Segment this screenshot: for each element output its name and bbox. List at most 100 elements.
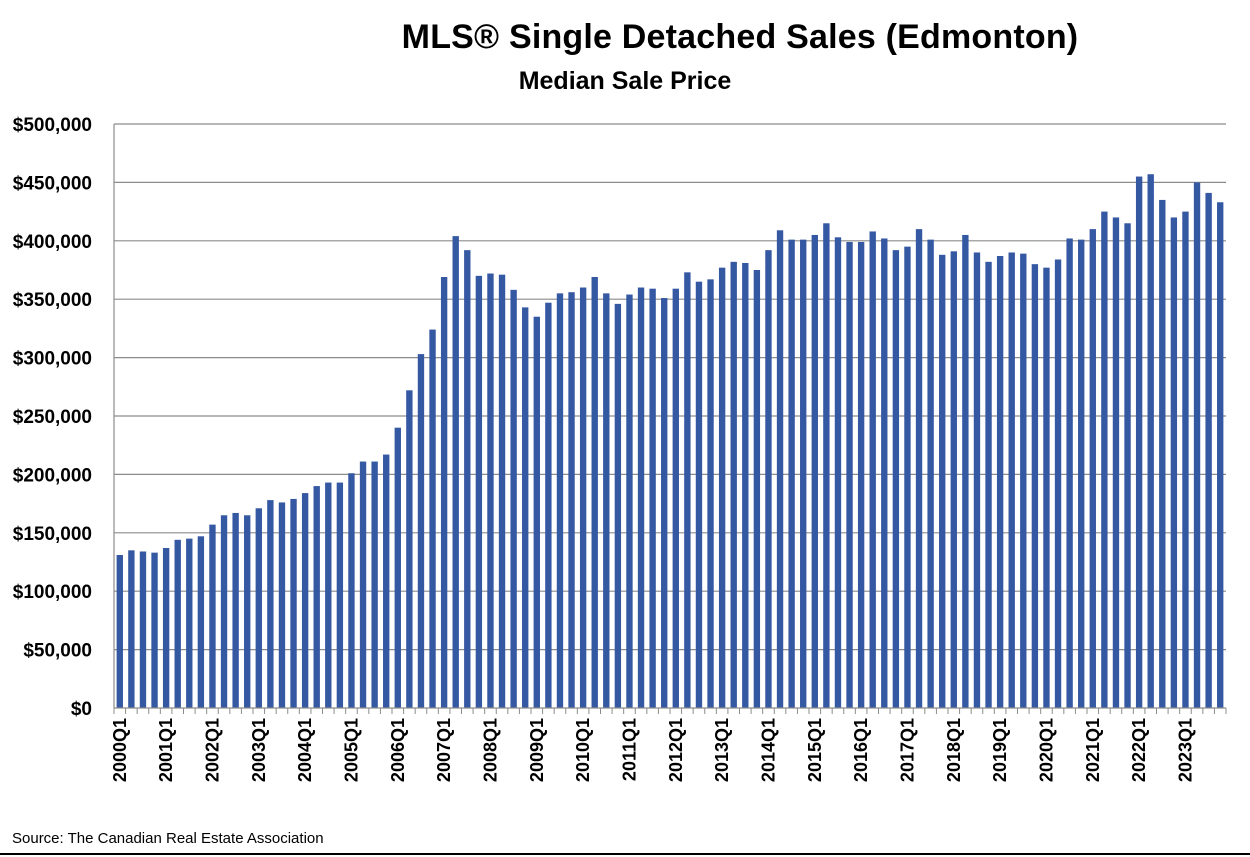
bar	[649, 288, 656, 708]
bar	[881, 238, 888, 709]
bar	[1205, 192, 1212, 709]
x-tick-label: 2000Q1	[110, 718, 130, 782]
bar	[661, 298, 668, 708]
x-tick-label: 2004Q1	[295, 718, 315, 782]
bar	[996, 255, 1004, 708]
bar	[834, 237, 842, 708]
bar	[1008, 252, 1015, 709]
bar	[1193, 182, 1201, 708]
bar	[730, 261, 737, 708]
bar	[568, 292, 575, 708]
bar	[684, 272, 691, 708]
bar	[533, 316, 540, 708]
y-tick-label: $50,000	[23, 641, 92, 662]
bar	[162, 547, 170, 708]
bar	[1078, 239, 1085, 708]
x-tick-label: 2007Q1	[434, 718, 454, 782]
x-tick-label: 2023Q1	[1175, 718, 1195, 782]
x-tick-label: 2009Q1	[527, 718, 547, 782]
bar	[591, 277, 598, 708]
x-tick-label: 2006Q1	[388, 718, 408, 782]
bar	[904, 246, 911, 708]
bar	[487, 273, 494, 708]
bar	[244, 515, 251, 708]
bar	[336, 482, 344, 708]
bar	[869, 231, 876, 708]
y-tick-label: $150,000	[13, 524, 92, 545]
bar	[417, 354, 425, 708]
x-tick-label: 2018Q1	[944, 718, 964, 782]
x-tick-label: 2015Q1	[805, 718, 825, 782]
bar	[950, 251, 957, 708]
bar	[626, 294, 633, 708]
bar	[522, 307, 529, 708]
x-tick-label: 2021Q1	[1083, 718, 1103, 782]
bar	[857, 241, 865, 708]
bar	[672, 288, 679, 708]
bar	[718, 267, 726, 708]
plot-area: $0 $50,000 $100,000 $150,000 $200,000 $250,00…	[13, 115, 1227, 782]
y-tick-label: $500,000	[13, 115, 92, 136]
bar	[186, 538, 193, 708]
x-tick-label: 2010Q1	[573, 718, 593, 782]
bar	[197, 536, 205, 708]
x-tick-label: 2020Q1	[1036, 718, 1056, 782]
x-tick-labels: 2000Q1 2001Q1 2002Q1 2003Q1 2004Q1 2005Q1 2006…	[110, 718, 1196, 782]
bar	[1124, 223, 1131, 708]
bar	[128, 550, 135, 708]
axes	[113, 124, 1227, 714]
x-tick-label: 2012Q1	[666, 718, 686, 782]
x-tick-label: 2008Q1	[480, 718, 500, 782]
bar	[892, 250, 900, 709]
bar	[475, 275, 483, 708]
y-tick-label: $200,000	[13, 465, 92, 486]
bar	[939, 254, 946, 709]
x-tick-label: 2013Q1	[712, 718, 732, 782]
y-tick-label: $100,000	[13, 582, 92, 603]
bar	[1101, 211, 1108, 708]
bar	[927, 239, 934, 708]
bar	[1182, 211, 1189, 708]
bar	[139, 551, 147, 708]
bar	[498, 274, 506, 708]
chart-title: MLS® Single Detached Sales (Edmonton)	[401, 18, 1079, 56]
bar	[209, 524, 216, 708]
bar	[464, 250, 471, 709]
bar	[742, 262, 749, 708]
bar	[753, 270, 761, 708]
bar	[1054, 259, 1062, 708]
x-tick-label: 2014Q1	[758, 718, 778, 782]
bar	[545, 302, 552, 708]
bar	[325, 482, 332, 708]
bar	[823, 223, 830, 708]
bar	[788, 239, 795, 708]
bar	[116, 554, 123, 708]
bar	[776, 230, 784, 708]
y-tick-label: $450,000	[13, 173, 92, 194]
bar	[290, 498, 297, 708]
x-tick-label: 2016Q1	[851, 718, 871, 782]
bar	[371, 461, 378, 708]
bar	[556, 293, 564, 708]
bar	[440, 277, 448, 708]
y-tick-label: $0	[71, 699, 92, 720]
bar	[406, 390, 413, 708]
bar	[800, 239, 807, 708]
x-tick-label: 2011Q1	[619, 718, 639, 781]
bar	[614, 303, 622, 708]
bar	[510, 289, 517, 708]
bar	[452, 236, 459, 709]
bar	[151, 552, 158, 708]
bar	[1170, 217, 1178, 708]
y-tick-label: $350,000	[13, 290, 92, 311]
bar	[962, 234, 969, 708]
bar	[1031, 264, 1039, 708]
bar	[1135, 176, 1143, 708]
x-tick-label: 2005Q1	[341, 718, 361, 782]
bar	[278, 502, 286, 708]
bar	[267, 500, 274, 708]
bar	[255, 508, 262, 708]
bars	[116, 174, 1224, 709]
bar	[313, 486, 320, 708]
bar	[220, 515, 228, 708]
